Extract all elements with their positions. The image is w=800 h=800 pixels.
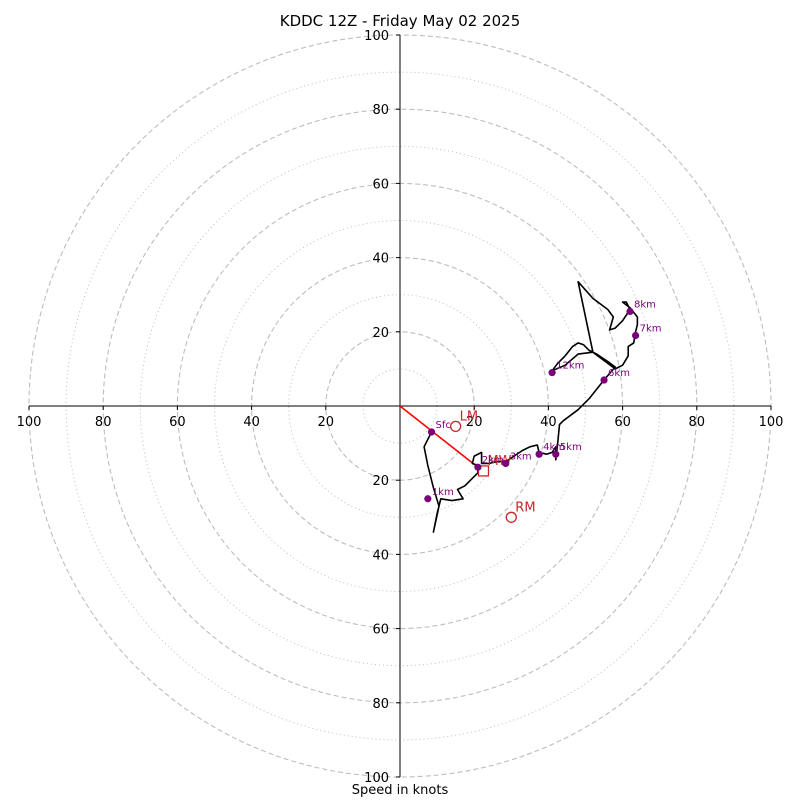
x-tick-label: 80 bbox=[689, 415, 706, 430]
y-tick-label: 80 bbox=[372, 697, 389, 712]
y-tick-label: 60 bbox=[372, 623, 389, 638]
height-marker bbox=[424, 495, 432, 503]
height-label: 12km bbox=[556, 361, 584, 372]
y-tick-label: 100 bbox=[364, 771, 389, 786]
y-tick-label: 100 bbox=[364, 29, 389, 44]
x-tick-label: 80 bbox=[95, 415, 112, 430]
y-tick-label: 20 bbox=[372, 326, 389, 341]
height-marker bbox=[535, 450, 543, 458]
y-tick-label: 20 bbox=[372, 474, 389, 489]
x-axis-label: Speed in knots bbox=[351, 783, 449, 798]
x-tick-label: 40 bbox=[540, 415, 557, 430]
x-tick-label: 100 bbox=[17, 415, 42, 430]
y-tick-label: 40 bbox=[372, 252, 389, 267]
height-label: 7km bbox=[640, 324, 662, 335]
x-tick-label: 60 bbox=[614, 415, 631, 430]
x-tick-label: 20 bbox=[466, 415, 483, 430]
height-marker bbox=[552, 450, 560, 458]
height-label: Sfc bbox=[436, 420, 451, 431]
height-marker bbox=[474, 463, 482, 471]
storm-motion-marker bbox=[477, 465, 490, 477]
x-tick-label: 20 bbox=[318, 415, 335, 430]
height-marker bbox=[548, 369, 556, 377]
height-marker bbox=[626, 307, 634, 315]
storm-motion-marker bbox=[505, 511, 517, 523]
height-label: 3km bbox=[510, 452, 532, 463]
x-tick-label: 100 bbox=[759, 415, 784, 430]
height-marker bbox=[600, 376, 608, 384]
storm-motion-label: LM bbox=[460, 409, 478, 424]
y-tick-label: 40 bbox=[372, 548, 389, 563]
height-label: 6km bbox=[608, 368, 630, 379]
height-marker bbox=[502, 459, 510, 468]
hodograph-trace bbox=[423, 280, 639, 533]
shear-vector-line bbox=[399, 405, 479, 468]
storm-motion-label: RM bbox=[515, 500, 535, 515]
y-tick-label: 60 bbox=[372, 177, 389, 192]
height-label: 2km bbox=[482, 455, 504, 466]
height-label: 4km bbox=[543, 442, 565, 453]
storm-motion-marker bbox=[449, 420, 462, 433]
height-marker bbox=[631, 331, 640, 340]
height-label: 8km bbox=[634, 299, 656, 310]
x-tick-label: 40 bbox=[243, 415, 260, 430]
height-label: 1km bbox=[432, 487, 454, 498]
height-marker bbox=[427, 428, 436, 436]
y-tick-label: 80 bbox=[372, 103, 389, 118]
x-tick-label: 60 bbox=[169, 415, 186, 430]
height-label: 5km bbox=[560, 442, 582, 453]
chart-title: KDDC 12Z - Friday May 02 2025 bbox=[279, 12, 521, 30]
